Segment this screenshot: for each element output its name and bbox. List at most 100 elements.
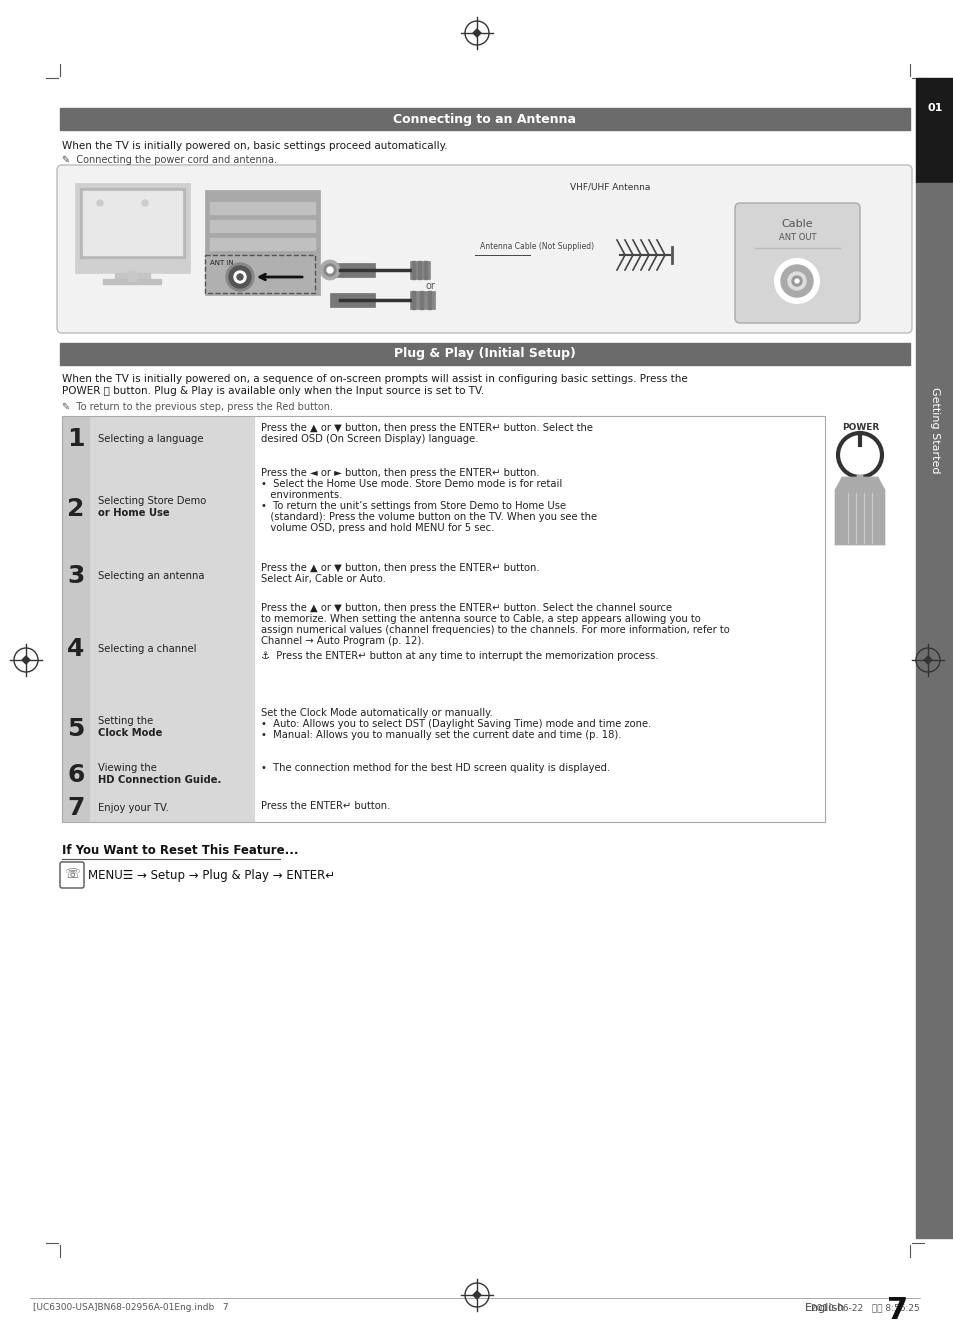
Text: Press the ◄ or ► button, then press the ENTER↵ button.: Press the ◄ or ► button, then press the … [261,468,539,478]
Bar [62,756,90,794]
Text: 01: 01 [926,103,942,114]
Text: Selecting a language: Selecting a language [98,433,203,444]
Text: Connecting to an Antenna: Connecting to an Antenna [393,112,576,125]
Circle shape [794,279,799,283]
Text: Selecting a channel: Selecting a channel [98,643,196,654]
Text: [UC6300-USA]BN68-02956A-01Eng.indb   7: [UC6300-USA]BN68-02956A-01Eng.indb 7 [33,1303,229,1312]
Bar [254,794,824,822]
Bar [254,756,824,794]
Text: If You Want to Reset This Feature...: If You Want to Reset This Feature... [62,844,298,857]
Text: assign numerical values (channel frequencies) to the channels. For more informat: assign numerical values (channel frequen… [261,625,729,635]
Text: POWER ⏻ button. Plug & Play is available only when the Input source is set to TV: POWER ⏻ button. Plug & Play is available… [62,386,483,396]
Bar [410,262,430,279]
Bar [75,184,190,273]
Text: ✎  To return to the previous step, press the Red button.: ✎ To return to the previous step, press … [62,402,333,412]
Text: Press the ▲ or ▼ button, then press the ENTER↵ button. Select the: Press the ▲ or ▼ button, then press the … [261,423,593,433]
Text: or: or [425,281,435,291]
Circle shape [781,266,812,297]
Text: Press the ENTER↵ button.: Press the ENTER↵ button. [261,801,390,811]
Text: 1: 1 [67,427,85,450]
FancyBboxPatch shape [57,165,911,333]
Text: ✎  Connecting the power cord and antenna.: ✎ Connecting the power cord and antenna. [62,155,276,165]
Circle shape [229,266,251,288]
Bar [254,416,824,461]
Text: ☏: ☏ [64,868,80,881]
Text: 6: 6 [68,764,85,787]
Bar [60,108,909,129]
Text: ANT IN: ANT IN [210,260,233,266]
Text: to memorize. When setting the antenna source to Cable, a step appears allowing y: to memorize. When setting the antenna so… [261,614,700,624]
Text: Press the ▲ or ▼ button, then press the ENTER↵ button.: Press the ▲ or ▼ button, then press the … [261,563,539,573]
Text: or Home Use: or Home Use [98,509,170,519]
Circle shape [319,260,339,280]
Circle shape [774,259,818,303]
Text: Setting the: Setting the [98,716,153,727]
Bar [128,271,136,281]
Text: Selecting an antenna: Selecting an antenna [98,571,204,581]
Bar [62,416,824,822]
Text: Getting Started: Getting Started [929,387,939,473]
Bar [115,273,150,281]
Bar [60,343,909,365]
Bar [423,262,427,279]
Text: Selecting Store Demo: Selecting Store Demo [98,497,206,506]
Text: environments.: environments. [261,490,342,501]
Text: Press the ▲ or ▼ button, then press the ENTER↵ button. Select the channel source: Press the ▲ or ▼ button, then press the … [261,602,672,613]
Bar [90,596,254,701]
Polygon shape [22,657,30,664]
Bar [62,461,90,556]
Bar [83,192,182,255]
Text: Viewing the: Viewing the [98,764,156,773]
Text: When the TV is initially powered on, basic settings proceed automatically.: When the TV is initially powered on, bas… [62,141,447,151]
Bar [254,701,824,756]
Bar [254,596,824,701]
Bar [915,184,953,1238]
Circle shape [236,273,243,280]
Bar [90,556,254,596]
Text: Cable: Cable [781,219,813,229]
Text: VHF/UHF Antenna: VHF/UHF Antenna [569,184,650,192]
Polygon shape [473,29,480,37]
Text: MENU☰ → Setup → Plug & Play → ENTER↵: MENU☰ → Setup → Plug & Play → ENTER↵ [88,868,335,881]
Bar [62,416,90,461]
Bar [210,202,314,214]
Polygon shape [834,476,884,546]
Text: 7: 7 [886,1296,907,1321]
Bar [419,291,422,309]
Polygon shape [473,1291,480,1299]
Bar [90,461,254,556]
Text: POWER: POWER [841,423,879,432]
Bar [254,556,824,596]
Text: Antenna Cable (Not Supplied): Antenna Cable (Not Supplied) [479,242,594,251]
Bar [62,794,90,822]
Text: volume OSD, press and hold MENU for 5 sec.: volume OSD, press and hold MENU for 5 se… [261,523,494,532]
Bar [90,701,254,756]
Bar [210,221,314,232]
Text: (standard): Press the volume button on the TV. When you see the: (standard): Press the volume button on t… [261,513,597,522]
Bar [90,756,254,794]
Bar [915,78,953,184]
Bar [90,794,254,822]
Text: •  The connection method for the best HD screen quality is displayed.: • The connection method for the best HD … [261,764,610,773]
Bar [330,293,375,306]
Polygon shape [923,657,931,664]
Bar [205,190,319,295]
Text: 3: 3 [68,564,85,588]
Bar [330,263,375,277]
Text: •  Auto: Allows you to select DST (Daylight Saving Time) mode and time zone.: • Auto: Allows you to select DST (Daylig… [261,719,651,729]
Circle shape [97,199,103,206]
Bar [412,262,415,279]
Bar [80,188,185,258]
FancyBboxPatch shape [60,863,84,888]
FancyBboxPatch shape [205,255,314,293]
Bar [254,461,824,556]
Circle shape [327,267,333,273]
Text: English: English [803,1303,844,1313]
Bar [62,701,90,756]
Circle shape [787,272,805,291]
Bar [428,291,431,309]
Text: •  Manual: Allows you to manually set the current date and time (p. 18).: • Manual: Allows you to manually set the… [261,731,620,740]
Bar [417,262,420,279]
Circle shape [233,271,246,283]
Text: Enjoy your TV.: Enjoy your TV. [98,803,169,812]
